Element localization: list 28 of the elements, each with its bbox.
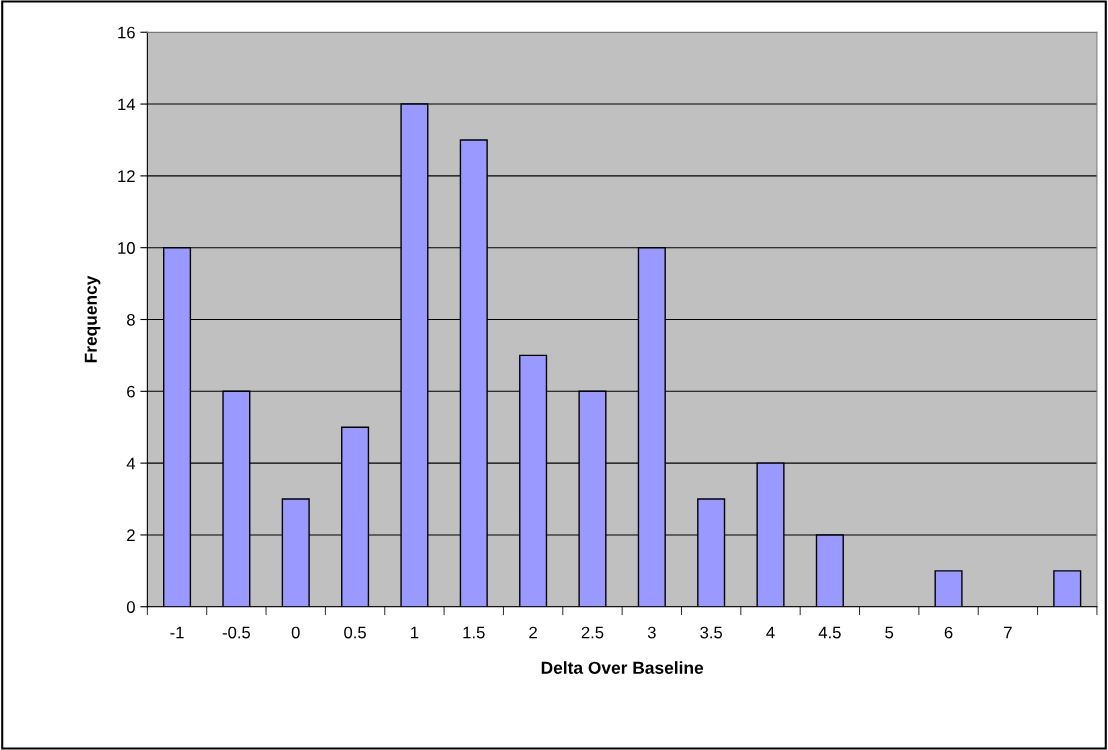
bar	[1053, 570, 1082, 607]
x-tick-label: 4	[766, 626, 775, 639]
x-tick-label: 5	[885, 626, 894, 639]
y-tick-label: 6	[127, 385, 135, 398]
y-axis-title: Frequency	[84, 275, 101, 363]
x-tick-label: 1	[411, 626, 419, 639]
y-tick-label: 14	[118, 98, 136, 111]
x-tick-label: 0.5	[344, 626, 366, 639]
x-tick-label: 7	[1004, 626, 1012, 639]
y-tick-label: 0	[126, 601, 135, 613]
y-tick-label: 12	[118, 170, 135, 182]
x-tick-label: 4.5	[818, 626, 841, 639]
x-tick-label: 2.5	[581, 626, 604, 639]
y-tick-label: 10	[118, 242, 135, 254]
y-tick-label: 2	[127, 529, 135, 541]
y-tick-label: 4	[126, 457, 136, 470]
x-tick-label: 0	[291, 626, 300, 639]
x-tick-label: 1.5	[463, 626, 485, 639]
x-tick-label: 6	[944, 626, 953, 639]
y-tick-label: 8	[127, 313, 135, 326]
x-axis-title: Delta Over Baseline	[541, 661, 704, 674]
x-tick-label: 2	[529, 626, 537, 639]
x-tick-label: 3	[647, 626, 656, 639]
x-tick-label: -0.5	[222, 626, 251, 639]
x-tick-label: -1	[170, 626, 184, 639]
y-tick-label: 16	[118, 26, 135, 39]
x-tick-label: 3.5	[700, 626, 723, 639]
bar	[934, 570, 963, 607]
